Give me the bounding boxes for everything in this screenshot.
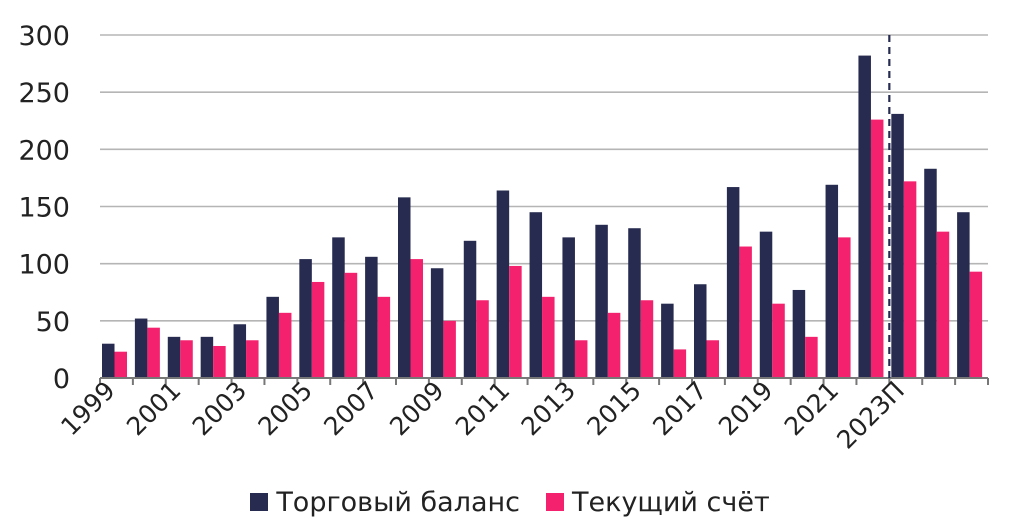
bar-trade-balance	[167, 336, 181, 378]
bar-current-account	[410, 259, 423, 378]
gridlines	[100, 34, 988, 322]
x-tick-label: 2017	[647, 376, 712, 441]
bar-current-account	[706, 340, 719, 378]
bar-current-account	[213, 345, 226, 378]
y-tick-label: 150	[18, 193, 70, 224]
bar-trade-balance	[595, 224, 608, 378]
bar-chart: 0 50 100 150 200 250 300 1999 2001 2003 2005 2007 2…	[18, 21, 989, 455]
x-tick-label: 2013	[516, 376, 581, 441]
bar-trade-balance	[463, 240, 477, 378]
legend-label-current-account: Текущий счёт	[572, 486, 770, 518]
y-tick-label: 0	[53, 364, 70, 395]
bar-current-account	[509, 265, 522, 378]
bar-trade-balance	[233, 324, 247, 378]
bar-trade-balance	[628, 228, 641, 378]
bar-current-account	[377, 296, 391, 378]
bar-current-account	[542, 296, 555, 378]
bar-trade-balance	[661, 303, 674, 378]
bar-trade-balance	[529, 212, 543, 378]
bar-current-account	[607, 312, 621, 378]
bar-current-account	[344, 272, 358, 378]
x-tick-label: 2001	[121, 376, 186, 441]
bar-trade-balance	[430, 268, 444, 378]
bar-trade-balance	[726, 187, 740, 378]
legend: Торговый баланс Текущий счёт	[0, 482, 1020, 522]
y-tick-label: 250	[18, 78, 70, 109]
bar-current-account	[147, 327, 160, 378]
x-tick-label: 2003	[187, 376, 252, 441]
x-axis	[99, 377, 989, 385]
bar-trade-balance	[266, 296, 279, 378]
bar-trade-balance	[398, 197, 411, 378]
y-tick-label: 100	[18, 250, 70, 281]
bar-trade-balance	[694, 284, 707, 378]
bar-trade-balance	[332, 237, 345, 378]
bar-trade-balance	[792, 289, 806, 378]
bar-trade-balance	[365, 256, 378, 378]
legend-item-trade-balance: Торговый баланс	[250, 487, 520, 518]
bar-trade-balance	[924, 168, 937, 378]
x-axis-ticks: 1999 2001 2003 2005 2007 2009 2011 2013 2015 2017…	[55, 376, 910, 455]
bar-current-account	[903, 181, 917, 378]
bar-trade-balance	[957, 212, 970, 378]
bar-current-account	[772, 303, 785, 378]
y-tick-label: 200	[18, 135, 70, 166]
y-tick-label: 50	[36, 307, 70, 338]
bar-trade-balance	[562, 237, 575, 378]
bar-current-account	[114, 351, 127, 378]
bar-current-account	[739, 246, 752, 378]
bar-current-account	[246, 340, 259, 378]
x-tick-label: 2007	[318, 376, 383, 441]
bar-current-account	[476, 300, 489, 378]
y-tick-label: 300	[18, 21, 70, 52]
bar-trade-balance	[134, 318, 148, 378]
bar-current-account	[640, 300, 654, 378]
bar-current-account	[311, 281, 325, 378]
bar-current-account	[443, 320, 456, 378]
x-tick-label: 2009	[384, 376, 449, 441]
bar-trade-balance	[102, 343, 115, 378]
bar-current-account	[805, 336, 818, 378]
bar-current-account	[838, 237, 851, 378]
bar-trade-balance	[825, 184, 839, 378]
bar-trade-balance	[858, 55, 871, 378]
x-tick-label: 2019	[713, 376, 778, 441]
bar-trade-balance	[299, 259, 312, 378]
bar-trade-balance	[891, 113, 904, 378]
legend-label-trade-balance: Торговый баланс	[276, 486, 521, 518]
x-tick-label: 2005	[253, 376, 318, 441]
bar-trade-balance	[759, 231, 773, 378]
bars	[102, 55, 983, 379]
bar-current-account	[936, 231, 950, 378]
bar-current-account	[870, 119, 884, 379]
x-tick-label: 2011	[450, 376, 515, 441]
x-tick-label: 2015	[581, 376, 646, 441]
bar-current-account	[180, 340, 193, 378]
bar-trade-balance	[200, 336, 214, 378]
x-tick-label: 2023П	[831, 376, 910, 455]
bar-current-account	[278, 312, 292, 378]
legend-swatch-current-account	[546, 493, 565, 511]
y-axis-ticks: 0 50 100 150 200 250 300	[18, 21, 70, 395]
bar-current-account	[673, 349, 687, 378]
bar-current-account	[969, 271, 983, 378]
legend-item-current-account: Текущий счёт	[546, 487, 770, 518]
bar-trade-balance	[496, 190, 510, 378]
bar-current-account	[574, 340, 588, 378]
legend-swatch-trade-balance	[250, 493, 269, 511]
